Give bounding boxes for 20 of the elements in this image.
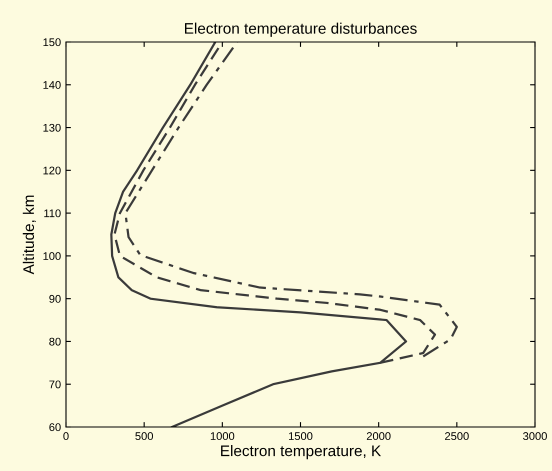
y-axis-title: Altitude, km (22, 196, 36, 274)
y-tick-label: 100 (43, 252, 61, 260)
x-tick-label: 2000 (366, 432, 391, 440)
x-tick-label: 0 (63, 432, 69, 440)
x-axis-title: Electron temperature, K (221, 444, 382, 460)
y-tick-label: 130 (43, 124, 61, 132)
x-tick-label: 3000 (523, 432, 547, 440)
y-tick-label: 70 (49, 380, 61, 388)
y-tick-label: 140 (43, 81, 61, 89)
y-tick-label: 150 (43, 38, 61, 46)
y-tick-label: 120 (43, 166, 61, 174)
y-tick-label: 60 (49, 423, 61, 432)
x-tick-label: 1500 (288, 432, 312, 440)
x-tick-label: 1000 (210, 432, 234, 440)
x-tick-label: 2500 (445, 432, 469, 440)
y-tick-label: 110 (44, 209, 61, 218)
chart-title: Electron temperature disturbances (184, 22, 417, 37)
x-tick-label: 500 (135, 432, 153, 440)
y-tick-label: 90 (49, 294, 61, 303)
y-tick-label: 80 (49, 338, 61, 346)
